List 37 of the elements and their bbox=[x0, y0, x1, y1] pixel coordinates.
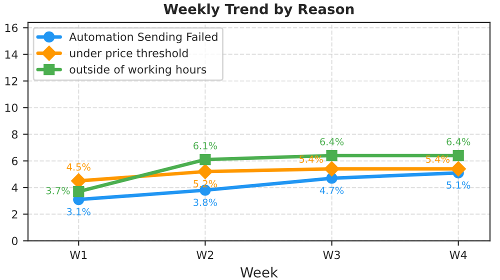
point bbox=[200, 154, 211, 166]
data-label: 4.7% bbox=[320, 186, 344, 194]
y-tick-label: 6 bbox=[12, 156, 18, 166]
y-tick-label: 12 bbox=[5, 76, 18, 86]
point bbox=[324, 161, 340, 177]
x-tick-label: W1 bbox=[70, 250, 87, 259]
point bbox=[450, 161, 466, 177]
data-label: 5.4% bbox=[426, 155, 450, 163]
data-label: 3.1% bbox=[67, 208, 90, 216]
data-label: 6.1% bbox=[194, 142, 218, 150]
point bbox=[452, 150, 464, 162]
data-label: 5.2% bbox=[194, 180, 218, 188]
data-label: 3.8% bbox=[194, 198, 218, 206]
data-label: 5.1% bbox=[446, 181, 470, 189]
legend-label: outside of working hours bbox=[70, 65, 206, 76]
x-axis-title: Week bbox=[240, 266, 278, 278]
y-tick-label: 16 bbox=[5, 24, 18, 32]
data-label: 3.7% bbox=[46, 186, 70, 194]
legend-label: under price threshold bbox=[70, 48, 188, 60]
data-label: 6.4% bbox=[320, 138, 344, 146]
chart-title: Weekly Trend by Reason bbox=[164, 4, 354, 18]
x-tick-label: W3 bbox=[323, 250, 340, 260]
y-tick-label: 2 bbox=[12, 210, 18, 218]
y-tick-label: 4 bbox=[12, 184, 18, 192]
point bbox=[73, 186, 84, 198]
y-tick-label: 14 bbox=[5, 50, 18, 59]
data-label: 6.4% bbox=[446, 138, 470, 146]
data-label: 4.5% bbox=[66, 163, 90, 171]
point bbox=[197, 164, 214, 180]
y-tick-label: 0 bbox=[12, 236, 18, 246]
x-tick-label: W2 bbox=[196, 250, 214, 259]
point bbox=[326, 150, 338, 162]
y-tick-label: 10 bbox=[5, 104, 18, 112]
data-label: 5.4% bbox=[300, 155, 323, 163]
legend-label: Automation Sending Failed bbox=[69, 32, 218, 44]
y-tick-label: 8 bbox=[12, 130, 18, 139]
x-tick-label: W4 bbox=[450, 250, 467, 259]
